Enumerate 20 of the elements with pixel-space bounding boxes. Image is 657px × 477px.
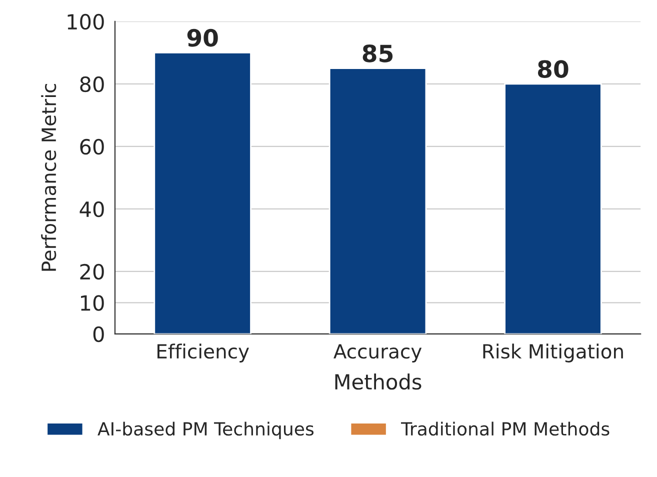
y-tick-label: 60 xyxy=(80,138,104,155)
y-tick-label: 40 xyxy=(80,201,104,218)
x-tick-label: Risk Mitigation xyxy=(483,344,623,362)
x-axis-title: Methods xyxy=(335,374,422,390)
x-tick-label: Accuracy xyxy=(334,344,422,362)
data-label: 85 xyxy=(362,44,393,62)
legend-label: Traditional PM Methods xyxy=(401,422,610,436)
bar xyxy=(328,68,427,334)
legend-label: AI-based PM Techniques xyxy=(98,422,314,440)
y-tick-label: 0 xyxy=(93,326,104,342)
data-label: 90 xyxy=(187,28,218,47)
bar xyxy=(154,52,252,334)
y-tick-label: 20 xyxy=(80,264,104,280)
y-tick-label: 80 xyxy=(80,76,104,92)
x-tick-label: Efficiency xyxy=(158,344,249,362)
y-axis-title: Performance Metric xyxy=(41,84,56,271)
y-tick-label: 100 xyxy=(68,14,104,30)
data-label: 80 xyxy=(538,60,568,78)
bar xyxy=(504,83,602,334)
y-tick-label: 10 xyxy=(81,295,104,311)
